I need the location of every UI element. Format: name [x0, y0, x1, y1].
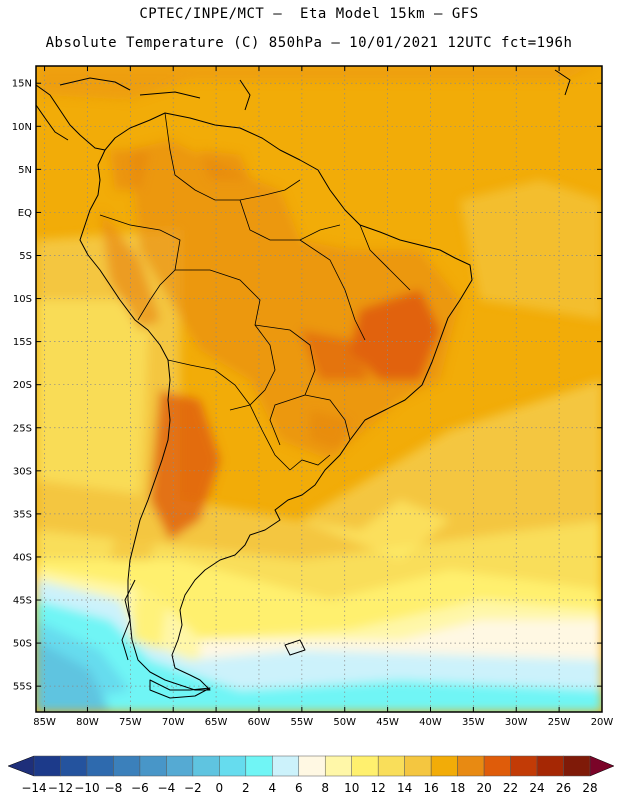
colorbar-label: 12 [371, 781, 386, 795]
colorbar-label: −14 [21, 781, 46, 795]
colorbar-label: −4 [158, 781, 176, 795]
lon-tick-label: 45W [376, 717, 399, 728]
lat-tick-label: 30S [13, 466, 32, 477]
colorbar-swatch [219, 755, 247, 777]
colorbar-label: 16 [424, 781, 439, 795]
colorbar-label: 26 [556, 781, 571, 795]
colorbar-label: 6 [295, 781, 303, 795]
colorbar-swatch [33, 755, 61, 777]
lat-tick-label: 15S [13, 337, 32, 348]
colorbar-swatch [298, 755, 326, 777]
lat-tick-label: 25S [13, 423, 32, 434]
colorbar-swatch [510, 755, 538, 777]
colorbar-swatch [430, 755, 458, 777]
lat-tick-label: 45S [13, 596, 32, 607]
colorbar-swatch [86, 755, 114, 777]
lat-tick-label: 55S [13, 682, 32, 693]
lat-tick-label: 20S [13, 380, 32, 391]
colorbar-label: 2 [242, 781, 250, 795]
lon-tick-label: 50W [333, 717, 356, 728]
lon-tick-label: 20W [591, 717, 614, 728]
colorbar-swatch [351, 755, 379, 777]
colorbar-swatch [166, 755, 194, 777]
colorbar-label: 4 [268, 781, 276, 795]
lon-tick-label: 65W [205, 717, 228, 728]
colorbar-label: 18 [450, 781, 465, 795]
coastlines [36, 69, 571, 699]
lat-tick-label: EQ [18, 208, 32, 219]
colorbar-swatch [563, 755, 591, 777]
colorbar-swatch [377, 755, 405, 777]
colorbar-low-arrow [7, 755, 35, 777]
colorbar-label: −6 [131, 781, 149, 795]
lat-tick-label: 5N [18, 165, 32, 176]
lon-tick-label: 55W [291, 717, 314, 728]
lon-tick-label: 60W [248, 717, 271, 728]
colorbar-swatch [245, 755, 273, 777]
chart-subtitle: Absolute Temperature (C) 850hPa – 10/01/… [45, 35, 573, 51]
temperature-field [36, 66, 602, 712]
lat-tick-label: 10S [13, 294, 32, 305]
colorbar-swatch [536, 755, 564, 777]
colorbar-label: −10 [74, 781, 99, 795]
lon-tick-label: 25W [548, 717, 571, 728]
colorbar-label: 24 [529, 781, 544, 795]
lat-tick-label: 40S [13, 552, 32, 563]
colorbar-label: −12 [48, 781, 73, 795]
colorbar-label: 14 [397, 781, 412, 795]
colorbar-label: −2 [184, 781, 202, 795]
colorbar-label: 8 [321, 781, 329, 795]
colorbar-label: −8 [105, 781, 123, 795]
chart-title: CPTEC/INPE/MCT – Eta Model 15km – GFS [139, 6, 479, 22]
colorbar-swatch [457, 755, 485, 777]
colorbar-swatch [113, 755, 141, 777]
colorbar-high-arrow [589, 755, 615, 777]
map-frame [35, 65, 603, 713]
colorbar-swatch [483, 755, 511, 777]
colorbar: −14 −12 −10 −8 −6 −4 −2 0 2 4 6 8 10 12 14 16 18 20 22 24 26… [7, 755, 615, 795]
lon-tick-label: 35W [462, 717, 485, 728]
colorbar-label: 0 [216, 781, 224, 795]
lon-tick-label: 30W [505, 717, 528, 728]
lat-tick-label: 5S [19, 251, 32, 262]
lon-tick-label: 85W [33, 717, 56, 728]
colorbar-label: 10 [344, 781, 359, 795]
country-borders [99, 112, 411, 471]
colorbar-swatch [404, 755, 432, 777]
colorbar-swatch [192, 755, 220, 777]
lon-tick-label: 75W [119, 717, 142, 728]
colorbar-swatch [60, 755, 88, 777]
colorbar-label: 28 [582, 781, 597, 795]
lat-tick-label: 35S [13, 509, 32, 520]
colorbar-swatch [272, 755, 300, 777]
colorbar-label: 22 [503, 781, 518, 795]
lon-tick-label: 40W [419, 717, 442, 728]
lat-tick-label: 15N [12, 79, 32, 90]
colorbar-swatch [324, 755, 352, 777]
colorbar-swatch [139, 755, 167, 777]
lon-tick-label: 80W [76, 717, 99, 728]
lon-tick-label: 70W [162, 717, 185, 728]
lat-tick-label: 10N [12, 122, 32, 133]
axis-ticks: 85W 80W 75W 70W 65W 60W 55W 50W 45W 40W 35W 30W 25W 2… [12, 66, 614, 728]
colorbar-label: 20 [476, 781, 491, 795]
lat-tick-label: 50S [13, 639, 32, 650]
